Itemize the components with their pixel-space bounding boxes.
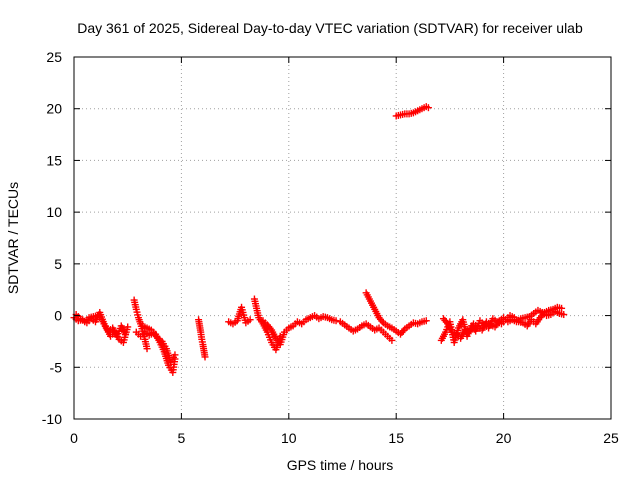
- data-points: [70, 103, 568, 376]
- data-point: [422, 317, 430, 325]
- y-tick-label: -5: [50, 359, 63, 375]
- y-tick-label: 10: [46, 204, 62, 220]
- data-point: [246, 316, 254, 324]
- x-tick-label: 15: [388, 430, 404, 446]
- data-point: [560, 311, 568, 319]
- grid-lines: [74, 57, 611, 419]
- data-point: [124, 323, 132, 331]
- data-point: [388, 336, 396, 344]
- y-tick-labels: -10 -5 0 5 10 15 20 25: [42, 49, 62, 427]
- data-point: [201, 353, 209, 361]
- data-point: [332, 317, 340, 325]
- tick-marks: [73, 56, 612, 420]
- data-point: [424, 104, 432, 112]
- data-point: [171, 355, 179, 363]
- y-tick-label: 15: [46, 152, 62, 168]
- y-tick-label: 20: [46, 101, 62, 117]
- x-tick-label: 20: [496, 430, 512, 446]
- y-tick-label: -10: [42, 411, 62, 427]
- x-tick-label: 10: [281, 430, 297, 446]
- plot-frame: [73, 56, 612, 420]
- y-axis-label: SDTVAR / TECUs: [5, 182, 21, 294]
- x-tick-label: 5: [178, 430, 186, 446]
- y-tick-label: 0: [54, 308, 62, 324]
- x-axis-label: GPS time / hours: [287, 457, 394, 473]
- x-tick-labels: 0 5 10 15 20 25: [70, 430, 619, 446]
- y-tick-label: 25: [46, 49, 62, 65]
- x-tick-label: 25: [603, 430, 619, 446]
- x-tick-label: 0: [70, 430, 78, 446]
- data-point: [143, 345, 151, 353]
- y-tick-label: 5: [54, 256, 62, 272]
- chart-title: Day 361 of 2025, Sidereal Day-to-day VTE…: [77, 20, 583, 36]
